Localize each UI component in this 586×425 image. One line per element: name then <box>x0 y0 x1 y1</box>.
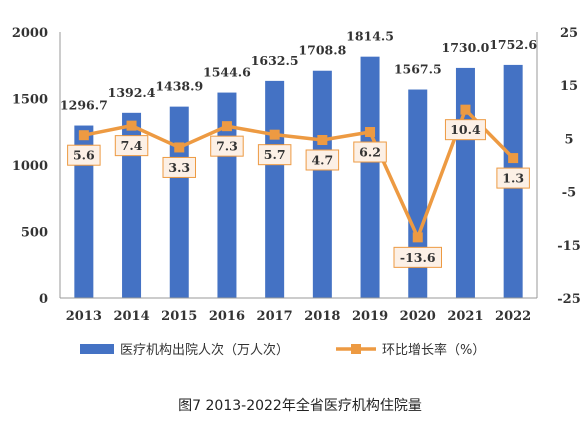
bar <box>74 125 94 298</box>
rate-value-label: 3.3 <box>168 160 190 175</box>
rate-marker <box>365 127 376 138</box>
rate-label-box <box>114 135 149 157</box>
y-right-tick-label: -5 <box>562 186 576 201</box>
rate-label-box <box>305 149 340 171</box>
rate-value-label: 4.7 <box>311 152 333 167</box>
bar-value-label: 1708.8 <box>298 43 346 58</box>
bar <box>408 89 428 299</box>
x-tick-label: 2015 <box>161 309 197 324</box>
y-right-tick-label: -15 <box>557 239 581 254</box>
rate-value-label: 6.2 <box>359 145 381 160</box>
rate-line <box>83 107 515 240</box>
rate-label-box <box>257 144 292 166</box>
rate-label-box <box>393 246 442 268</box>
y-right-tick-label: 15 <box>560 79 578 94</box>
rate-label-box <box>210 135 244 157</box>
rate-marker <box>221 121 232 132</box>
rate-marker <box>174 142 185 153</box>
y-right-tick-label: 25 <box>560 26 578 41</box>
rate-value-label: -13.6 <box>400 250 436 265</box>
x-tick-label: 2013 <box>66 309 102 324</box>
bar-value-label: 1632.5 <box>251 53 299 68</box>
x-tick-label: 2016 <box>209 309 245 324</box>
rate-marker <box>460 104 471 115</box>
y-left-tick-label: 1500 <box>12 93 48 108</box>
bar <box>360 56 380 298</box>
y-left-tick-label: 0 <box>39 292 48 307</box>
rate-marker <box>508 153 519 164</box>
bar-value-label: 1730.0 <box>442 40 490 55</box>
bar-value-label: 1544.6 <box>203 65 251 80</box>
rate-marker <box>78 130 89 141</box>
legend-line-label: 环比增长率（%） <box>382 342 485 358</box>
rate-value-label: 7.4 <box>121 138 143 153</box>
rate-label-box <box>496 167 530 189</box>
y-right-tick-label: 5 <box>564 132 573 147</box>
x-tick-label: 2018 <box>304 309 340 324</box>
rate-marker <box>317 134 328 145</box>
rate-label-box <box>444 119 486 141</box>
right-axis: -25 -15 -5 5 15 25 <box>536 26 581 307</box>
rate-value-label: 1.3 <box>502 171 524 186</box>
legend: 医疗机构出院人次（万人次） 环比增长率（%） <box>80 342 485 358</box>
legend-bar-swatch <box>80 344 114 354</box>
rate-value-label: 5.7 <box>264 147 286 162</box>
x-tick-label: 2017 <box>257 309 293 324</box>
rate-label-box <box>353 141 387 163</box>
rate-label-box <box>162 156 196 178</box>
legend-bar-label: 医疗机构出院人次（万人次） <box>120 342 289 358</box>
chart-caption: 图7 2013-2022年全省医疗机构住院量 <box>178 397 422 414</box>
x-tick-label: 2022 <box>495 309 531 324</box>
bar <box>169 106 189 298</box>
bar <box>312 70 332 298</box>
bar-value-label: 1814.5 <box>346 29 394 44</box>
bar <box>265 80 285 298</box>
x-axis: 2013 2014 2015 2016 2017 2018 2019 2020 2021 2022 <box>60 297 537 324</box>
left-axis: 0 500 1000 1500 2000 <box>12 26 61 307</box>
x-tick-label: 2014 <box>113 309 149 324</box>
x-tick-label: 2021 <box>447 309 483 324</box>
y-left-tick-label: 500 <box>21 226 48 241</box>
rate-marker <box>126 120 137 131</box>
x-tick-label: 2019 <box>352 309 388 324</box>
bar-value-label: 1392.4 <box>108 85 156 100</box>
bar-value-label: 1438.9 <box>155 79 203 94</box>
legend-line-marker <box>351 344 361 354</box>
bar-value-label: 1752.6 <box>489 37 537 52</box>
rate-value-label: 5.6 <box>73 148 95 163</box>
rate-label-box <box>67 144 101 166</box>
rate-marker <box>269 129 280 140</box>
rate-value-label: 10.4 <box>450 122 481 137</box>
rate-line-series: 5.6 7.4 3.3 7.3 5.7 4.7 6.2 -13.6 10.4 1.3 <box>67 104 530 268</box>
bar <box>455 67 475 298</box>
x-tick-label: 2020 <box>400 309 436 324</box>
y-left-tick-label: 2000 <box>12 26 48 41</box>
rate-marker <box>412 232 423 243</box>
y-right-tick-label: -25 <box>557 292 581 307</box>
y-left-tick-label: 1000 <box>12 159 48 174</box>
bar-value-label: 1567.5 <box>394 62 442 77</box>
bar <box>122 112 142 299</box>
bar-value-label: 1296.7 <box>60 98 108 113</box>
rate-value-label: 7.3 <box>216 139 238 154</box>
